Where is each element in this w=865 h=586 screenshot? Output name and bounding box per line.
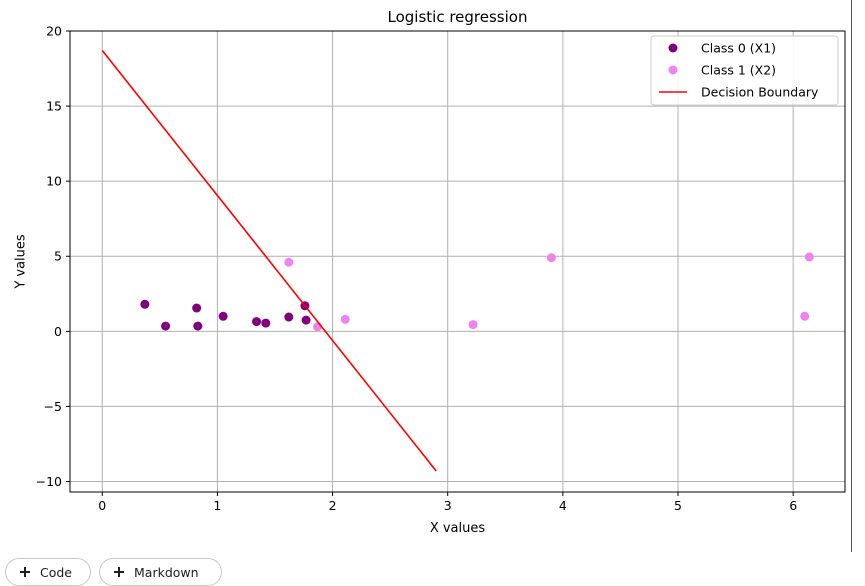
y-tick-label: −5 xyxy=(44,399,62,414)
legend-entry-label: Class 0 (X1) xyxy=(701,41,776,56)
y-tick-label: 20 xyxy=(46,24,62,39)
add-code-cell-button[interactable]: Code xyxy=(5,558,91,586)
class-1-point xyxy=(340,314,350,324)
class-1-point xyxy=(800,311,810,321)
add-code-cell-label: Code xyxy=(40,564,73,580)
class-0-point xyxy=(193,321,203,331)
class-0-point xyxy=(301,315,311,325)
legend-marker-swatch xyxy=(668,43,678,53)
class-0-point xyxy=(284,312,294,322)
chart-title: Logistic regression xyxy=(388,8,528,26)
class-0-point xyxy=(192,303,202,313)
x-tick-label: 4 xyxy=(559,498,567,513)
y-tick-label: 0 xyxy=(54,324,62,339)
chart: 0 1 2 3 4 5 6 −10 −5 0 5 10 15 20 Logistic regression… xyxy=(14,8,846,536)
x-tick-label: 1 xyxy=(213,498,221,513)
class-0-point xyxy=(252,317,262,327)
axes-frame xyxy=(69,30,846,493)
y-tick-label: 15 xyxy=(46,99,62,114)
legend-entry-label: Decision Boundary xyxy=(701,85,819,100)
legend-frame xyxy=(650,35,839,106)
x-tick-label: 0 xyxy=(98,498,106,513)
y-tick-label: −10 xyxy=(36,474,62,489)
class-1-point xyxy=(546,253,556,263)
plus-icon xyxy=(114,567,124,577)
tick-marks: 0 1 2 3 4 5 6 −10 −5 0 5 10 15 20 xyxy=(36,24,798,514)
class-0-point xyxy=(218,311,228,321)
class-1-point xyxy=(284,257,294,267)
x-tick-label: 6 xyxy=(789,498,797,513)
y-tick-label: 10 xyxy=(46,174,62,189)
add-markdown-cell-button[interactable]: Markdown xyxy=(99,558,222,586)
class-1-point xyxy=(804,252,814,262)
class-0-point xyxy=(161,321,171,331)
x-tick-label: 5 xyxy=(674,498,682,513)
legend-marker-swatch xyxy=(668,65,678,75)
add-markdown-cell-label: Markdown xyxy=(134,564,199,580)
series-layer xyxy=(101,50,814,472)
decision-boundary-line xyxy=(101,50,437,472)
x-axis-label: X values xyxy=(430,521,486,536)
legend-entry-label: Class 1 (X2) xyxy=(701,63,776,78)
plus-icon xyxy=(20,567,30,577)
class-1-point xyxy=(468,320,478,330)
y-tick-label: 5 xyxy=(54,249,62,264)
class-0-point xyxy=(140,299,150,309)
y-axis-label: Y values xyxy=(14,234,29,290)
x-tick-label: 3 xyxy=(444,498,452,513)
x-tick-label: 2 xyxy=(329,498,337,513)
cell-divider xyxy=(851,0,852,552)
class-0-point xyxy=(261,318,271,328)
legend: Class 0 (X1) Class 1 (X2) Decision Boundar… xyxy=(650,35,839,106)
